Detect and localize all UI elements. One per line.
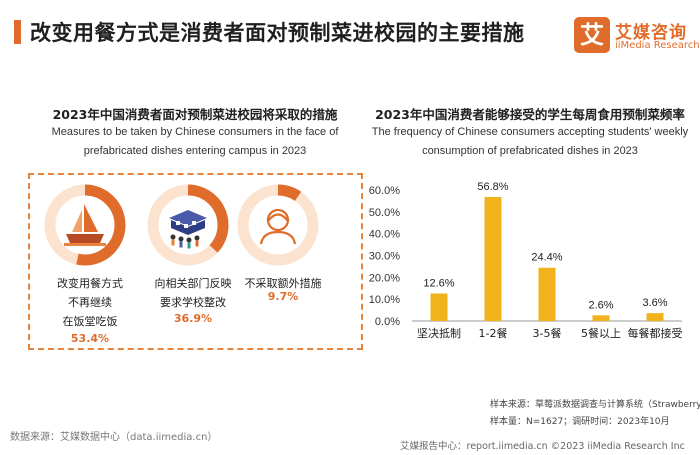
- measures-box: [28, 173, 363, 350]
- measure-label-line: 要求学校整改: [160, 296, 226, 309]
- right-panel-title: 2023年中国消费者能够接受的学生每周食用预制菜频率: [375, 107, 685, 122]
- x-category-label: 3-5餐: [533, 326, 562, 340]
- sample-size-note: 样本量：N=1627；调研时间：2023年10月: [490, 417, 670, 427]
- x-category-label: 每餐都接受: [628, 326, 683, 340]
- measure-label-line: 不再继续: [68, 296, 112, 309]
- school-crowd-icon: [169, 210, 207, 249]
- measure-ring: [44, 184, 126, 266]
- bar: [484, 196, 502, 321]
- measure-label-line: 改变用餐方式: [57, 277, 123, 290]
- measure-percent: 9.7%: [267, 290, 299, 303]
- measure-percent: 36.9%: [173, 312, 213, 325]
- y-tick-label: 60.0%: [369, 185, 400, 197]
- title-accent-bar: [14, 20, 21, 44]
- iimedia-logo: 艾 艾媒咨询 iiMedia Research: [574, 17, 700, 55]
- left-subtitle-line: prefabricated dishes entering campus in …: [83, 145, 307, 157]
- measure-label-line: 在饭堂吃饭: [62, 315, 118, 328]
- y-tick-label: 20.0%: [369, 272, 400, 284]
- ring-fill: [147, 184, 229, 266]
- right-subtitle-line: The frequency of Chinese consumers accep…: [371, 126, 689, 138]
- left-panel-subtitle: Measures to be taken by Chinese consumer…: [20, 123, 370, 161]
- x-category-label: 1-2餐: [479, 326, 508, 340]
- ring-fill: [44, 184, 126, 266]
- measure-percent: 53.4%: [70, 332, 110, 345]
- y-tick-label: 40.0%: [369, 229, 400, 241]
- data-label: 3.6%: [642, 297, 667, 309]
- y-tick-label: 0.0%: [375, 316, 400, 328]
- y-tick-label: 50.0%: [369, 207, 400, 219]
- measure-label-line: 不采取额外措施: [244, 277, 322, 290]
- chart-svg: 0.0% 10.0% 20.0% 30.0% 40.0% 50.0% 60.0% 12.6% 坚…: [369, 181, 683, 340]
- y-tick-label: 30.0%: [369, 251, 400, 263]
- left-panel-title: 2023年中国消费者面对预制菜进校园将采取的措施: [52, 107, 338, 122]
- bar: [592, 315, 610, 321]
- bar: [430, 293, 448, 321]
- right-subtitle-line: consumption of prefabricated dishes in 2…: [422, 145, 638, 157]
- measure-label: 向相关部门反映 要求学校整改: [133, 274, 253, 312]
- left-subtitle-line: Measures to be taken by Chinese consumer…: [51, 126, 339, 138]
- x-category-label: 5餐以上: [581, 326, 621, 340]
- logo-mark: 艾: [574, 17, 610, 53]
- frequency-bar-chart: 0.0% 10.0% 20.0% 30.0% 40.0% 50.0% 60.0% 12.6% 坚…: [360, 178, 690, 348]
- logo-chinese-name: 艾媒咨询: [615, 23, 687, 43]
- measure-ring: [147, 184, 229, 266]
- measure-label: 改变用餐方式 不再继续 在饭堂吃饭: [30, 274, 150, 331]
- x-category-label: 坚决抵制: [417, 326, 461, 340]
- measure-label: 不采取额外措施: [223, 274, 343, 293]
- right-panel-subtitle: The frequency of Chinese consumers accep…: [360, 123, 700, 161]
- y-tick-label: 10.0%: [369, 294, 400, 306]
- measure-label-line: 向相关部门反映: [154, 277, 232, 290]
- data-label: 56.8%: [477, 181, 508, 193]
- person-icon: [259, 208, 297, 245]
- sample-source-note: 样本来源：草莓派数据调查与计算系统（Strawberry Pie）: [490, 400, 700, 410]
- data-label: 2.6%: [588, 299, 613, 311]
- measure-ring: [237, 184, 319, 266]
- data-label: 24.4%: [531, 252, 562, 264]
- ring-track: [237, 184, 319, 266]
- data-source: 数据来源：艾媒数据中心（data.iimedia.cn）: [10, 432, 218, 443]
- ring-fill: [237, 184, 319, 266]
- logo-english-name: iiMedia Research: [615, 40, 700, 51]
- bar: [646, 313, 664, 321]
- report-center-footer: 艾媒报告中心：report.iimedia.cn ©2023 iiMedia R…: [400, 441, 685, 452]
- bar: [538, 267, 556, 321]
- ship-icon: [64, 204, 106, 246]
- page-title: 改变用餐方式是消费者面对预制菜进校园的主要措施: [30, 21, 525, 45]
- data-label: 12.6%: [423, 277, 454, 289]
